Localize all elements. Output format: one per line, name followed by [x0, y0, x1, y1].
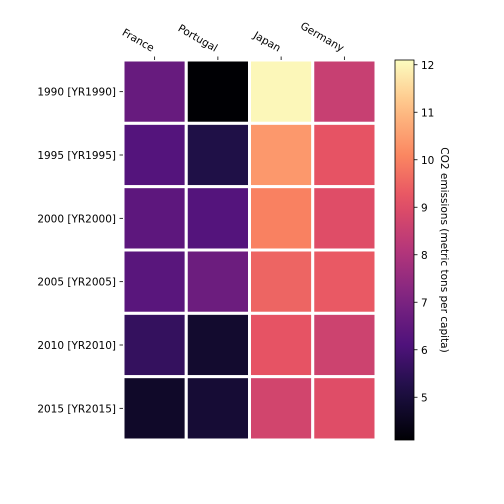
colorbar-tick-label: 7	[421, 297, 428, 309]
colorbar-tick-label: 6	[421, 345, 428, 357]
colorbar-tick-label: 8	[421, 250, 428, 262]
colorbar-tick-label: 10	[421, 155, 434, 167]
heatmap-cell	[311, 121, 378, 189]
x-tick-label: Japan	[250, 29, 282, 55]
y-tick-label: 2015 [YR2015]	[37, 403, 116, 415]
colorbar	[394, 59, 415, 441]
heatmap-cell	[184, 375, 251, 442]
heatmap-cell	[248, 375, 315, 442]
colorbar-tick-label: 9	[421, 202, 428, 214]
x-tick-label: Portugal	[176, 22, 220, 54]
heatmap-cell	[184, 121, 251, 189]
heatmap-cell	[248, 58, 315, 125]
heatmap-cell	[311, 248, 378, 315]
heatmap-cell	[121, 248, 188, 315]
y-tick-label: 2000 [YR2000]	[37, 213, 116, 225]
x-tick-label: Germany	[298, 20, 346, 55]
colorbar-tick-label: 12	[421, 60, 434, 72]
heatmap-cell	[248, 185, 315, 252]
heatmap-cell	[311, 58, 378, 125]
heatmap-cell	[248, 121, 315, 189]
colorbar-ticks: 5 6 7 8 9 10 11 12	[414, 60, 434, 404]
heatmap-cell	[121, 121, 188, 189]
heatmap-cell	[121, 311, 188, 379]
heatmap-cell	[311, 311, 378, 379]
heatmap-cell	[184, 185, 251, 252]
colorbar-tick-label: 5	[421, 392, 428, 404]
heatmap-cell	[121, 375, 188, 442]
heatmap-cell	[311, 375, 378, 442]
y-tick-label: 2005 [YR2005]	[37, 277, 116, 289]
colorbar-tick-label: 11	[421, 107, 434, 119]
colorbar-label: CO2 emissions (metric tons per capita)	[438, 147, 450, 352]
y-tick-label: 1995 [YR1995]	[37, 150, 116, 162]
heatmap-cell	[184, 311, 251, 379]
heatmap-cell	[248, 311, 315, 379]
heatmap-cell	[184, 248, 251, 315]
heatmap-cells	[121, 58, 378, 442]
heatmap-cell	[311, 185, 378, 252]
heatmap-cell	[121, 185, 188, 252]
y-axis-labels: 1990 [YR1990] 1995 [YR1995] 2000 [YR2000] 2…	[37, 87, 123, 415]
y-tick-label: 2010 [YR2010]	[37, 340, 116, 352]
heatmap-cell	[184, 58, 251, 125]
heatmap-cell	[248, 248, 315, 315]
x-axis-labels: France Portugal Japan Germany	[120, 20, 346, 60]
y-tick-label: 1990 [YR1990]	[37, 87, 116, 99]
x-tick-label: France	[120, 27, 156, 55]
heatmap-cell	[121, 58, 188, 125]
